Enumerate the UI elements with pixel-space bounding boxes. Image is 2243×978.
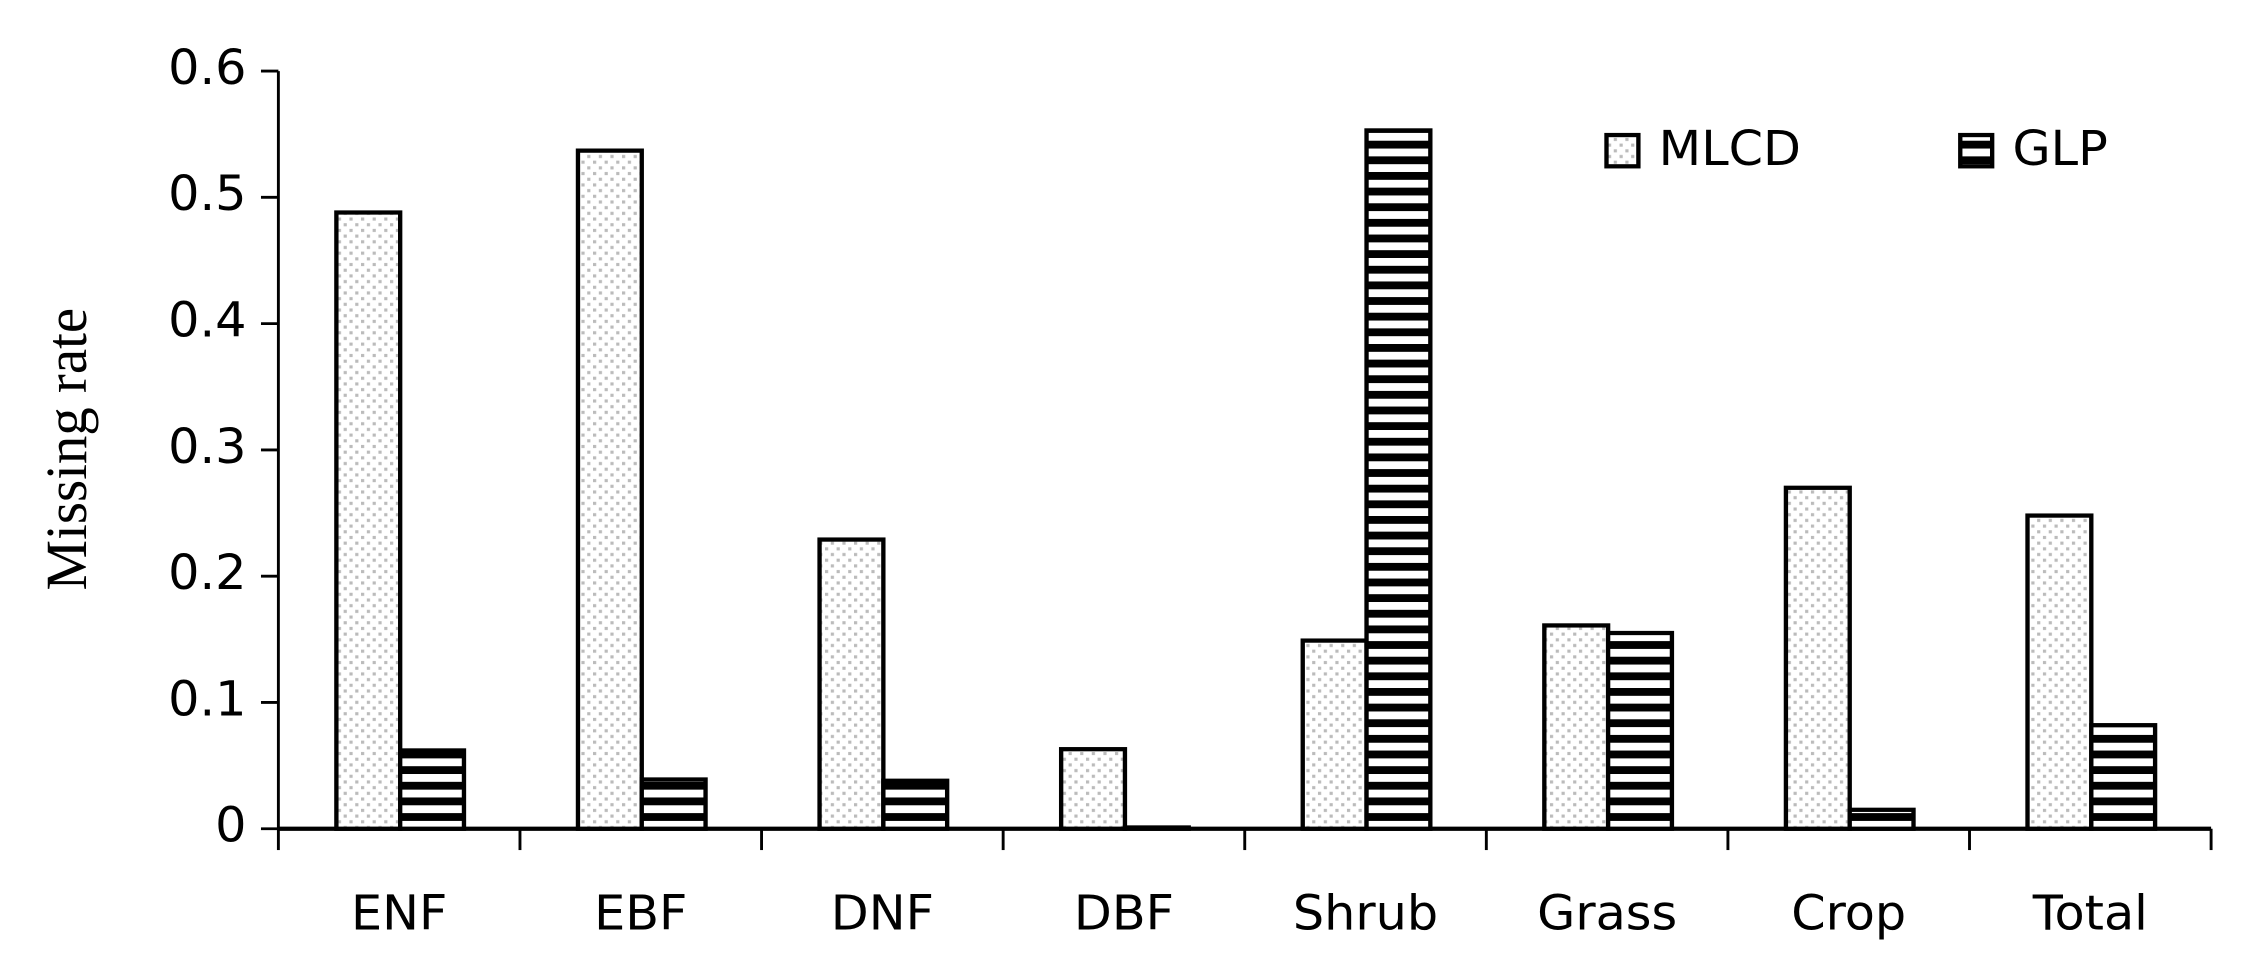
x-tick-label: Crop <box>1791 885 1906 941</box>
y-tick-label: 0.5 <box>168 166 246 222</box>
y-tick-label: 0.4 <box>168 292 246 348</box>
bar <box>1542 623 1611 831</box>
bar <box>2025 513 2094 831</box>
legend-label: MLCD <box>1659 120 1801 176</box>
bar <box>575 148 644 831</box>
bar <box>397 748 467 831</box>
y-tick-label: 0.1 <box>168 671 246 727</box>
bar <box>2089 723 2158 831</box>
bar <box>817 537 886 831</box>
x-tick-label: Grass <box>1537 885 1677 941</box>
y-tick-label: 0 <box>215 797 246 853</box>
legend-swatch <box>1604 132 1641 169</box>
x-tick-label: EBF <box>594 885 687 941</box>
bar <box>1058 747 1128 831</box>
y-axis-label: Missing rate <box>35 308 99 591</box>
x-tick-label: Shrub <box>1293 885 1438 941</box>
x-tick-label: Total <box>2032 885 2148 941</box>
bar <box>1783 485 1852 831</box>
bar <box>334 210 403 831</box>
legend-swatch <box>1958 132 1995 169</box>
legend-label: GLP <box>2012 120 2107 176</box>
bar <box>1300 638 1369 831</box>
y-tick-label: 0.6 <box>168 39 246 95</box>
bar <box>639 777 708 831</box>
x-tick-label: DNF <box>831 885 934 941</box>
bar <box>1847 807 1916 831</box>
y-tick-label: 0.2 <box>168 545 246 601</box>
bar <box>881 778 950 831</box>
x-tick-label: DBF <box>1074 885 1174 941</box>
x-tick-label: ENF <box>351 885 447 941</box>
y-tick-label: 0.3 <box>168 418 246 474</box>
bar <box>1364 128 1433 831</box>
bar <box>1122 825 1191 831</box>
bar <box>1605 630 1675 831</box>
